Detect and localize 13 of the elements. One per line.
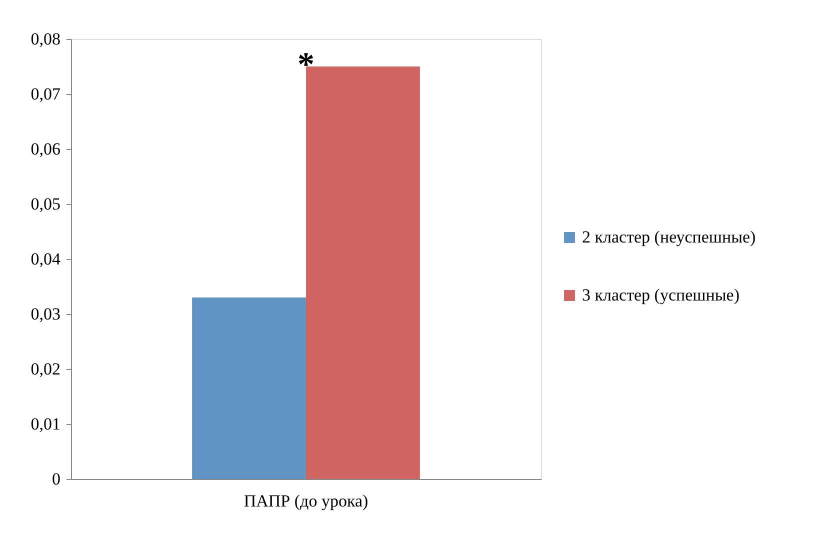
y-tick-label: 0,05	[30, 194, 60, 214]
legend-label: 3 кластер (успешные)	[582, 286, 740, 304]
legend-label: 2 кластер (неуспешные)	[582, 228, 756, 246]
y-tick-label: 0,01	[30, 414, 60, 434]
y-tick-label: 0,03	[30, 304, 60, 324]
y-tick-label: 0,02	[30, 360, 60, 378]
y-tick-label: 0,06	[30, 140, 60, 158]
y-tick-label: 0,08	[30, 30, 60, 48]
annotation: *	[298, 46, 314, 84]
y-tick-label: 0,04	[30, 250, 61, 268]
y-tick-label: 0,07	[30, 84, 61, 104]
y-tick-label: 0	[52, 470, 60, 488]
x-tick-label: ПАПР (до урока)	[244, 492, 368, 510]
